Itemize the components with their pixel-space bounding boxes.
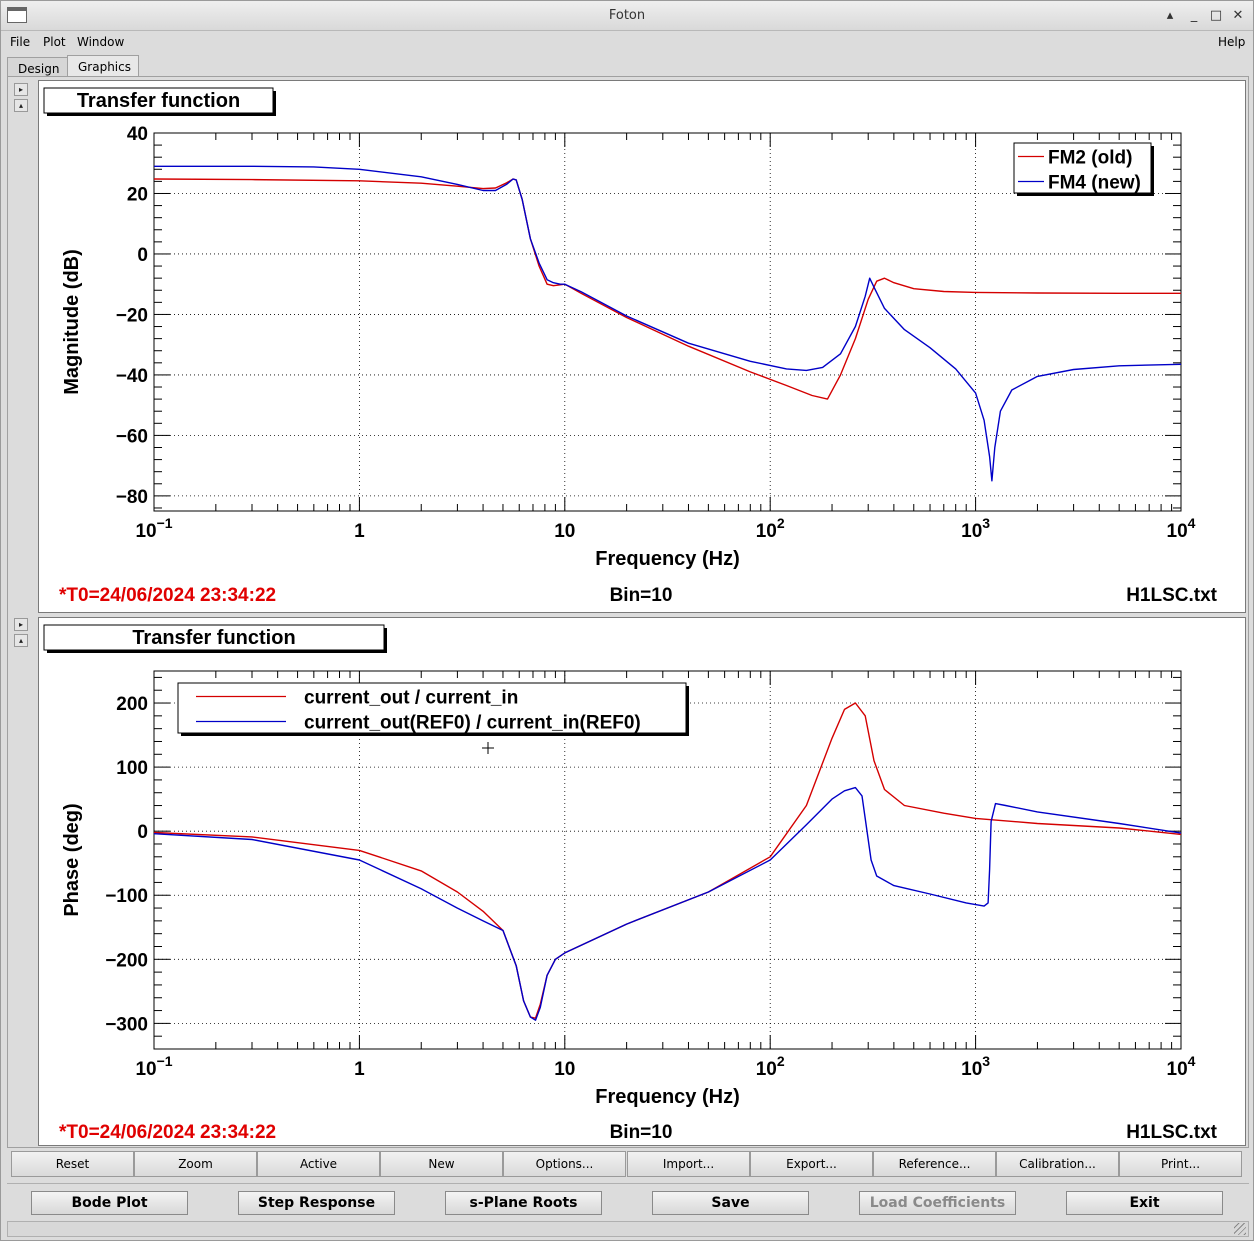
y-tick-label: −40: [116, 366, 148, 387]
expand-right-icon[interactable]: ▸: [14, 83, 28, 96]
bode-plot-button[interactable]: Bode Plot: [31, 1191, 188, 1215]
magnitude-plot-canvas[interactable]: Transfer function 40 20 0 −20 −40 −60 −80 10−1 1 1…: [38, 80, 1246, 613]
resize-grip-icon[interactable]: [1234, 1223, 1246, 1235]
y-axis-label: Magnitude (dB): [61, 249, 83, 395]
minimize-icon[interactable]: _: [1190, 8, 1198, 23]
tab-design[interactable]: Design: [7, 57, 69, 77]
x-tick-label: 1: [354, 521, 365, 542]
phase-plot-canvas[interactable]: Transfer function 200 100 0 −100 −200 −300 10−1…: [38, 617, 1246, 1146]
y-tick-label: −20: [116, 305, 148, 326]
y-tick-label: −300: [105, 1014, 148, 1035]
x-tick-label: 10−1: [135, 515, 172, 542]
magnitude-chart[interactable]: Transfer function 40 20 0 −20 −40 −60 −80 10−1 1 1…: [39, 81, 1245, 612]
y-tick-label: 100: [116, 758, 148, 779]
y-tick-label: 20: [127, 184, 148, 205]
x-axis-label: Frequency (Hz): [595, 548, 739, 570]
window-menu-icon[interactable]: [7, 7, 27, 23]
maximize-icon[interactable]: □: [1209, 8, 1223, 23]
action-bar: Bode Plot Step Response s-Plane Roots Sa…: [7, 1183, 1249, 1221]
filename-label: H1LSC.txt: [1126, 1122, 1217, 1143]
x-tick-label: 104: [1167, 1053, 1196, 1080]
toolbar-button-export[interactable]: Export...: [750, 1151, 873, 1177]
x-axis-label: Frequency (Hz): [595, 1086, 739, 1108]
timestamp-label: *T0=24/06/2024 23:34:22: [59, 1122, 276, 1143]
legend-label: FM4 (new): [1048, 173, 1141, 194]
status-bar: [7, 1221, 1249, 1237]
y-tick-label: −80: [116, 487, 148, 508]
save-button[interactable]: Save: [652, 1191, 809, 1215]
toolbar-button-calibration[interactable]: Calibration...: [996, 1151, 1119, 1177]
toolbar-button-new[interactable]: New: [380, 1151, 503, 1177]
series-line-red: [153, 702, 1182, 1019]
x-tick-label: 10−1: [135, 1053, 172, 1080]
load-coefficients-button: Load Coefficients: [859, 1191, 1016, 1215]
y-tick-label: −200: [105, 950, 148, 971]
toolbar-button-print[interactable]: Print...: [1119, 1151, 1242, 1177]
graphics-panel: ▸ ▴ ▸ ▴ Transfer function 40 20 0 −20 −40 −60−…: [7, 76, 1249, 1148]
y-tick-label: 200: [116, 694, 148, 715]
collapse-up-icon[interactable]: ▴: [14, 634, 28, 647]
x-tick-label: 102: [756, 1053, 785, 1080]
y-tick-label: 40: [127, 124, 148, 145]
collapse-up-icon[interactable]: ▴: [14, 99, 28, 112]
x-tick-label: 102: [756, 515, 785, 542]
y-tick-label: 0: [137, 822, 148, 843]
plot-toolbar: Reset Zoom Active New Options... Import... Exp…: [11, 1151, 1242, 1177]
menu-plot[interactable]: Plot: [43, 35, 66, 49]
toolbar-button-options[interactable]: Options...: [503, 1151, 626, 1177]
menu-bar: File Plot Window Help: [1, 32, 1253, 54]
toolbar-button-active[interactable]: Active: [257, 1151, 380, 1177]
menu-file[interactable]: File: [10, 35, 31, 49]
tab-graphics[interactable]: Graphics: [67, 55, 139, 77]
menu-window[interactable]: Window: [77, 35, 125, 49]
x-tick-label: 103: [961, 515, 990, 542]
menu-help[interactable]: Help: [1218, 35, 1246, 49]
y-tick-label: 0: [137, 245, 148, 266]
bin-label: Bin=10: [610, 585, 673, 606]
shade-icon[interactable]: ▴: [1166, 8, 1174, 23]
x-tick-label: 10: [554, 521, 575, 542]
close-icon[interactable]: ✕: [1232, 8, 1244, 23]
bin-label: Bin=10: [610, 1122, 673, 1143]
window-title: Foton: [608, 8, 646, 23]
toolbar-button-import[interactable]: Import...: [627, 1151, 750, 1177]
toolbar-button-reference[interactable]: Reference...: [873, 1151, 996, 1177]
heading-box: [43, 624, 385, 651]
x-tick-label: 10: [554, 1059, 575, 1080]
y-tick-label: −100: [105, 886, 148, 907]
x-tick-label: 104: [1167, 515, 1196, 542]
toolbar-button-zoom[interactable]: Zoom: [134, 1151, 257, 1177]
legend-label: current_out / current_in: [304, 688, 518, 709]
s-plane-roots-button[interactable]: s-Plane Roots: [445, 1191, 602, 1215]
series-line-blue: [154, 165, 1182, 482]
y-tick-label: −60: [116, 426, 148, 447]
series-line-red: [153, 178, 1181, 400]
panel-heading: Transfer function: [77, 90, 240, 112]
legend-box: [177, 682, 687, 734]
y-axis-label: Phase (deg): [61, 803, 83, 916]
heading-box: [43, 87, 274, 114]
exit-button[interactable]: Exit: [1066, 1191, 1223, 1215]
x-tick-label: 1: [354, 1059, 365, 1080]
legend-label: current_out(REF0) / current_in(REF0): [304, 713, 641, 734]
legend-box: [1013, 142, 1152, 194]
x-tick-label: 103: [961, 1053, 990, 1080]
series-line-blue: [153, 786, 1182, 1021]
panel-heading: Transfer function: [132, 627, 295, 649]
title-bar[interactable]: Foton ▴ _ □ ✕: [1, 1, 1253, 31]
toolbar-button-reset[interactable]: Reset: [11, 1151, 134, 1177]
step-response-button[interactable]: Step Response: [238, 1191, 395, 1215]
filename-label: H1LSC.txt: [1126, 585, 1217, 606]
plot-frame: [153, 670, 1182, 1050]
crosshair-cursor-icon: [482, 742, 494, 754]
timestamp-label: *T0=24/06/2024 23:34:22: [59, 585, 276, 606]
expand-right-icon[interactable]: ▸: [14, 618, 28, 631]
legend-label: FM2 (old): [1048, 148, 1132, 169]
plot-frame: [153, 132, 1182, 512]
phase-chart[interactable]: Transfer function 200 100 0 −100 −200 −300 10−1…: [39, 618, 1245, 1145]
